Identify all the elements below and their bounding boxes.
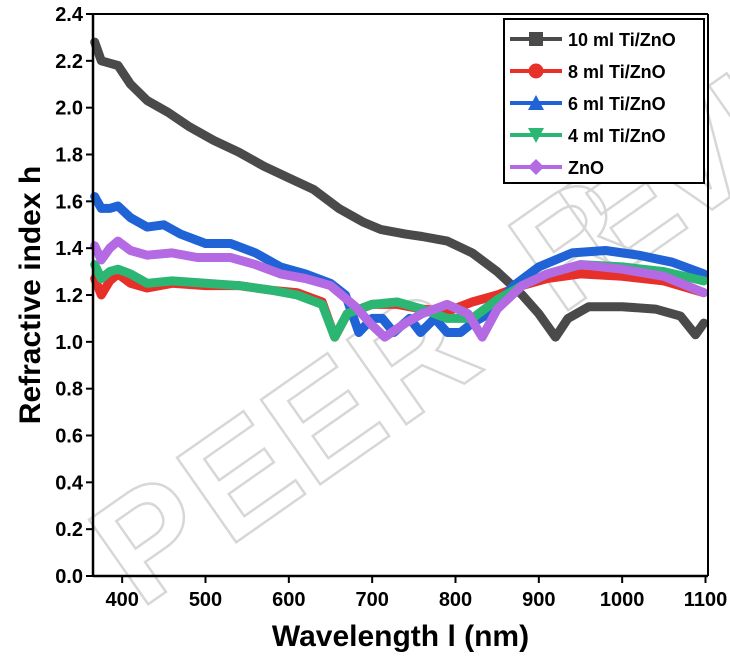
x-axis-label: Wavelength l (nm) [272, 620, 529, 653]
series-line-1 [90, 37, 709, 342]
x-tick-label: 1100 [684, 589, 727, 611]
x-tick-label: 500 [189, 589, 222, 611]
legend-label: 6 ml Ti/ZnO [568, 94, 666, 114]
y-tick-label: 1.4 [55, 238, 84, 260]
axes: 400 500 600 700 800 900 1000 1100 0.0 0.2 0.4 0.6 0.… [55, 4, 727, 611]
x-tick-label: 800 [439, 589, 472, 611]
legend-marker [528, 128, 544, 143]
series-line-5 [90, 236, 709, 342]
y-tick-label: 2.2 [55, 51, 83, 73]
y-tick-label: 1.0 [55, 332, 83, 354]
y-tick-label: 0.8 [55, 379, 83, 401]
legend-item-1: 10 ml Ti/ZnO [510, 30, 676, 50]
x-tick-label: 700 [355, 589, 388, 611]
legend-marker [528, 159, 544, 175]
legend-item-2: 8 ml Ti/ZnO [510, 62, 666, 82]
legend-item-3: 6 ml Ti/ZnO [510, 94, 666, 114]
legend: 10 ml Ti/ZnO 8 ml Ti/ZnO 6 ml Ti/ZnO 4 ml T… [503, 18, 705, 184]
legend-marker [528, 63, 544, 79]
y-tick-label: 1.6 [55, 191, 83, 213]
y-axis-label: Refractive index h [14, 166, 47, 424]
series-lines [90, 37, 709, 342]
x-tick-label: 900 [522, 589, 555, 611]
legend-label: ZnO [568, 158, 604, 178]
x-tick-label: 400 [105, 589, 138, 611]
y-tick-label: 0.0 [55, 566, 83, 588]
legend-marker [529, 32, 543, 46]
legend-marker [528, 95, 544, 110]
legend-label: 4 ml Ti/ZnO [568, 126, 666, 146]
y-tick-label: 1.8 [55, 145, 83, 167]
y-tick-label: 0.4 [55, 472, 84, 494]
x-tick-label: 600 [272, 589, 305, 611]
y-tick-label: 0.2 [55, 519, 83, 541]
legend-item-4: 4 ml Ti/ZnO [510, 126, 666, 146]
x-tick-label: 1000 [600, 589, 645, 611]
legend-item-5: ZnO [510, 158, 604, 178]
y-tick-label: 2.4 [55, 4, 84, 26]
y-tick-label: 0.6 [55, 426, 83, 448]
series-line-3 [90, 192, 709, 337]
legend-label: 8 ml Ti/ZnO [568, 62, 666, 82]
legend-label: 10 ml Ti/ZnO [568, 30, 676, 50]
y-tick-label: 1.2 [55, 285, 83, 307]
y-tick-label: 2.0 [55, 98, 83, 120]
